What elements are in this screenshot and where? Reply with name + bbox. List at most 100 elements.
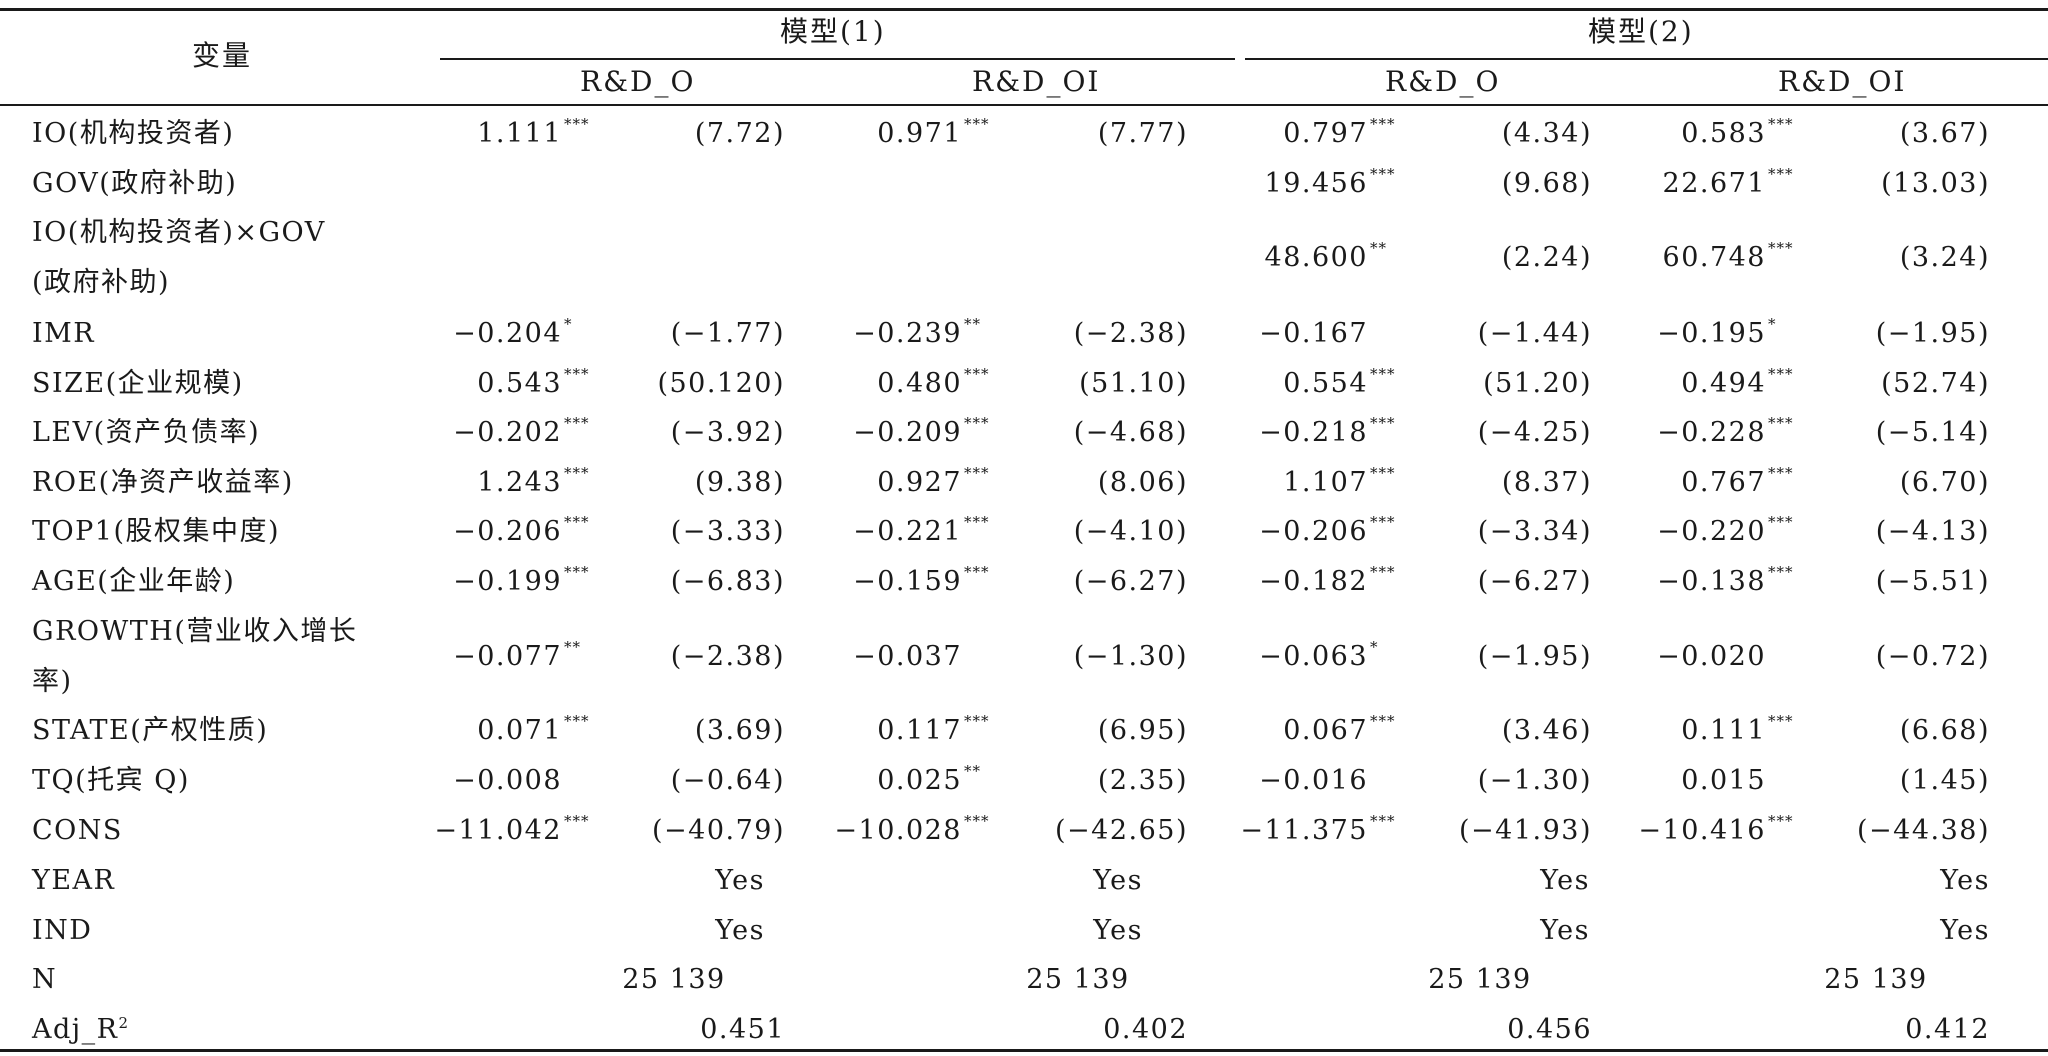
- significance-stars: ***: [1768, 165, 1794, 183]
- t-statistic: (3.67): [1899, 118, 1990, 149]
- coefficient: 0.117: [877, 715, 962, 746]
- t-statistic: (52.74): [1881, 368, 1990, 399]
- subcolumn-header: R&D_OI: [1778, 65, 1907, 98]
- significance-stars: ***: [1370, 165, 1396, 183]
- adj-r2-value: 0.402: [1103, 1014, 1188, 1045]
- significance-stars: **: [1370, 239, 1387, 257]
- t-statistic: (3.24): [1899, 242, 1990, 273]
- coefficient: −0.182: [1259, 566, 1368, 597]
- coefficient: −0.220: [1657, 516, 1766, 547]
- t-statistic: (−3.34): [1477, 516, 1592, 547]
- coefficient: 1.111: [477, 118, 562, 149]
- coefficient: 0.494: [1681, 368, 1766, 399]
- coefficient: −0.159: [853, 566, 962, 597]
- t-statistic: (−0.64): [670, 765, 785, 796]
- coefficient: −0.199: [453, 566, 562, 597]
- adj-r2-value: 0.451: [700, 1014, 785, 1045]
- summary-value: 25 139: [1026, 964, 1130, 995]
- row-label: IMR: [32, 318, 96, 349]
- t-statistic: (−3.33): [670, 516, 785, 547]
- t-statistic: (−6.83): [670, 566, 785, 597]
- significance-stars: ***: [1370, 414, 1396, 432]
- summary-value: Yes: [1540, 915, 1590, 946]
- summary-value: Yes: [715, 865, 765, 896]
- significance-stars: ***: [1768, 464, 1794, 482]
- t-statistic: (−2.38): [1073, 318, 1188, 349]
- row-label: Adj_R2: [32, 1016, 130, 1048]
- significance-stars: ***: [1768, 239, 1794, 257]
- t-statistic: (8.37): [1501, 467, 1592, 498]
- summary-value: 25 139: [1428, 964, 1532, 995]
- t-statistic: (−0.72): [1875, 641, 1990, 672]
- significance-stars: ***: [1768, 365, 1794, 383]
- coefficient: 0.071: [477, 715, 562, 746]
- coefficient: −0.221: [853, 516, 962, 547]
- significance-stars: ***: [964, 513, 990, 531]
- significance-stars: ***: [964, 115, 990, 133]
- summary-value: 25 139: [622, 964, 726, 995]
- coefficient: 0.111: [1681, 715, 1766, 746]
- row-label: SIZE(企业规模): [32, 368, 244, 399]
- significance-stars: *: [1768, 315, 1777, 333]
- significance-stars: ***: [1768, 812, 1794, 830]
- coefficient: 0.067: [1283, 715, 1368, 746]
- adj-r2-label: Adj_R: [32, 1014, 119, 1045]
- significance-stars: ***: [1370, 513, 1396, 531]
- row-label: CONS: [32, 815, 123, 846]
- t-statistic: (−5.14): [1875, 417, 1990, 448]
- significance-stars: ***: [564, 464, 590, 482]
- row-label: IO(机构投资者): [32, 118, 235, 149]
- coefficient: −11.042: [434, 815, 562, 846]
- row-label: LEV(资产负债率): [32, 417, 261, 448]
- row-label: GOV(政府补助): [32, 168, 238, 199]
- significance-stars: ***: [964, 464, 990, 482]
- t-statistic: (−4.68): [1073, 417, 1188, 448]
- significance-stars: *: [1370, 638, 1379, 656]
- t-statistic: (−1.77): [670, 318, 785, 349]
- significance-stars: ***: [1370, 115, 1396, 133]
- coefficient: −0.063: [1259, 641, 1368, 672]
- coefficient: 22.671: [1662, 168, 1766, 199]
- significance-stars: ***: [564, 712, 590, 730]
- coefficient: −0.077: [453, 641, 562, 672]
- coefficient: 48.600: [1264, 242, 1368, 273]
- significance-stars: ***: [564, 563, 590, 581]
- significance-stars: ***: [1768, 513, 1794, 531]
- t-statistic: (−1.95): [1477, 641, 1592, 672]
- coefficient: −0.016: [1259, 765, 1368, 796]
- t-statistic: (−2.38): [670, 641, 785, 672]
- t-statistic: (−1.30): [1477, 765, 1592, 796]
- coefficient: −10.028: [834, 815, 962, 846]
- coefficient: −0.037: [853, 641, 962, 672]
- coefficient: 0.554: [1283, 368, 1368, 399]
- significance-stars: ***: [564, 365, 590, 383]
- top-rule: [0, 8, 2048, 11]
- coefficient: −0.228: [1657, 417, 1766, 448]
- summary-value: Yes: [1940, 865, 1990, 896]
- t-statistic: (1.45): [1899, 765, 1990, 796]
- t-statistic: (13.03): [1881, 168, 1990, 199]
- row-label: IND: [32, 915, 93, 946]
- coefficient: 19.456: [1264, 168, 1368, 199]
- coefficient: 0.767: [1681, 467, 1766, 498]
- row-label: IO(机构投资者)×GOV: [32, 217, 326, 248]
- coefficient: −0.204: [453, 318, 562, 349]
- coefficient: −10.416: [1638, 815, 1766, 846]
- coefficient: −0.239: [853, 318, 962, 349]
- coefficient: −0.218: [1259, 417, 1368, 448]
- header-rule: [0, 104, 2048, 106]
- significance-stars: ***: [1370, 365, 1396, 383]
- t-statistic: (−41.93): [1459, 815, 1592, 846]
- coefficient: 60.748: [1662, 242, 1766, 273]
- significance-stars: ***: [1768, 712, 1794, 730]
- adj-r2-superscript: 2: [118, 1014, 130, 1032]
- coefficient: −11.375: [1240, 815, 1368, 846]
- coefficient: 1.243: [477, 467, 562, 498]
- significance-stars: ***: [564, 812, 590, 830]
- t-statistic: (2.24): [1501, 242, 1592, 273]
- t-statistic: (50.120): [657, 368, 785, 399]
- coefficient: 0.480: [877, 368, 962, 399]
- t-statistic: (8.06): [1097, 467, 1188, 498]
- row-label: ROE(净资产收益率): [32, 467, 294, 498]
